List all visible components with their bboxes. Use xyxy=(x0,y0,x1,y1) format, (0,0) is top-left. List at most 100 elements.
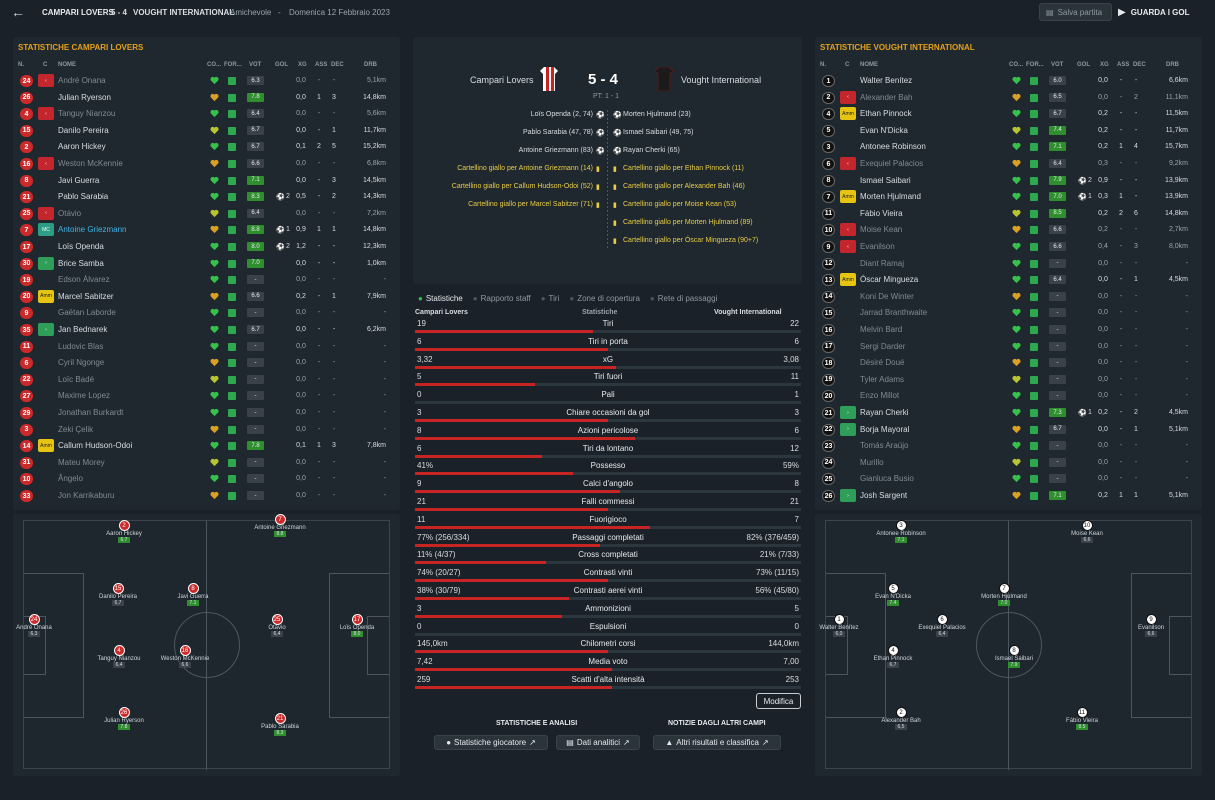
player-row[interactable]: 26 › Josh Sargent 7.1 0,2 1 1 5,1km xyxy=(815,488,1188,504)
player-name[interactable]: Ângelo xyxy=(58,474,83,484)
player-pin[interactable]: 2 Aaron Hickey 6.7 xyxy=(94,520,154,543)
player-name[interactable]: Moise Kean xyxy=(860,225,903,235)
player-row[interactable]: 14 Amm Callum Hudson-Odoi 7.8 0,1 1 3 7,8km xyxy=(13,438,386,454)
tab-rapporto-staff[interactable]: ● Rapporto staff xyxy=(473,294,531,303)
other-results-button[interactable]: ▲ Altri risultati e classifica ↗ xyxy=(653,735,781,750)
edit-stats-button[interactable]: Modifica xyxy=(756,693,801,709)
player-row[interactable]: 1 Walter Benítez 6.0 0,0 - - 6,6km xyxy=(815,73,1188,89)
player-row[interactable]: 25 ‹ Otávio 6.4 0,0 - - 7,2km xyxy=(13,206,386,222)
player-name[interactable]: Jarrad Branthwaite xyxy=(860,308,928,318)
player-row[interactable]: 13 Amm Óscar Mingueza 6.4 0,0 - 1 4,5km xyxy=(815,272,1188,288)
player-pin[interactable]: 9 Evanilson 6,6 xyxy=(1121,614,1181,637)
player-row[interactable]: 20 Enzo Millot - 0,0 - - - xyxy=(815,388,1188,404)
player-name[interactable]: Koni De Winter xyxy=(860,291,914,301)
player-name[interactable]: Loïs Openda xyxy=(58,242,104,251)
player-name[interactable]: Óscar Mingueza xyxy=(860,275,919,285)
player-row[interactable]: 27 Maxime Lopez - 0,0 - - - xyxy=(13,388,386,404)
player-name[interactable]: Mateu Morey xyxy=(58,457,105,467)
player-pin[interactable]: 3 Antonee Robinson 7.1 xyxy=(871,520,931,543)
player-name[interactable]: Antonee Robinson xyxy=(860,142,926,152)
player-pin[interactable]: 16 Weston McKennie 6,6 xyxy=(155,645,215,668)
save-match-button[interactable]: ▤ Salva partita xyxy=(1039,3,1112,21)
watch-goals-button[interactable]: ▶ GUARDA I GOL xyxy=(1118,3,1202,21)
player-name[interactable]: Danilo Pereira xyxy=(58,125,109,135)
player-pin[interactable]: 11 Fábio Vieira 8.5 xyxy=(1052,707,1112,730)
player-pin[interactable]: 25 Otávio 6,4 xyxy=(247,614,307,637)
player-name[interactable]: Melvin Bard xyxy=(860,325,903,334)
player-pin[interactable]: 24 André Onana 6,3 xyxy=(4,614,64,637)
player-name[interactable]: Loïc Badé xyxy=(58,374,95,384)
player-name[interactable]: Morten Hjulmand xyxy=(860,192,921,202)
player-row[interactable]: 11 Fábio Vieira 8.5 0,2 2 6 14,8km xyxy=(815,206,1188,222)
player-row[interactable]: 31 Mateu Morey - 0,0 - - - xyxy=(13,455,386,471)
player-pin[interactable]: 26 Julian Ryerson 7.8 xyxy=(94,707,154,730)
player-pin[interactable]: 7 Morten Hjulmand 7.0 xyxy=(974,583,1034,606)
player-pin[interactable]: 8 Javi Guerra 7.1 xyxy=(163,583,223,606)
player-name[interactable]: Cyril Ngonge xyxy=(58,358,105,368)
player-pin[interactable]: 4 Tanguy Nianzou 6,4 xyxy=(89,645,149,668)
player-name[interactable]: Otávio xyxy=(58,208,82,218)
player-row[interactable]: 6 Cyril Ngonge - 0,0 - - - xyxy=(13,355,386,371)
player-name[interactable]: Rayan Cherki xyxy=(860,408,909,417)
player-name[interactable]: Marcel Sabitzer xyxy=(58,291,114,301)
player-name[interactable]: Maxime Lopez xyxy=(58,391,111,401)
player-name[interactable]: Jan Bednarek xyxy=(58,325,108,334)
player-name[interactable]: André Onana xyxy=(58,76,106,85)
player-name[interactable]: Sergi Darder xyxy=(860,341,906,351)
player-row[interactable]: 2 Aaron Hickey 6.7 0,1 2 5 15,2km xyxy=(13,139,386,155)
player-name[interactable]: Murillo xyxy=(860,457,884,467)
player-name[interactable]: Fábio Vieira xyxy=(860,208,903,218)
player-name[interactable]: Walter Benítez xyxy=(860,76,913,85)
player-pin[interactable]: 5 Evan N'Dicka 7.4 xyxy=(863,583,923,606)
tab-tiri[interactable]: ● Tiri xyxy=(541,294,560,303)
player-row[interactable]: 20 Amm Marcel Sabitzer 6.6 0,2 - 1 7,9km xyxy=(13,289,386,305)
player-row[interactable]: 11 Ludovic Blas - 0,0 - - - xyxy=(13,339,386,355)
player-name[interactable]: Diant Ramaj xyxy=(860,258,905,268)
tab-rete-di-passaggi[interactable]: ● Rete di passaggi xyxy=(650,294,717,303)
player-row[interactable]: 10 Ângelo - 0,0 - - - xyxy=(13,471,386,487)
player-name[interactable]: Julian Ryerson xyxy=(58,92,111,102)
player-name[interactable]: Gianluca Busio xyxy=(860,474,914,484)
player-row[interactable]: 6 ‹ Exequiel Palacios 6.4 0,3 - - 9,2km xyxy=(815,156,1188,172)
player-row[interactable]: 16 ‹ Weston McKennie 6.6 0,0 - - 6,8km xyxy=(13,156,386,172)
player-row[interactable]: 26 Julian Ryerson 7.8 0,0 1 3 14,8km xyxy=(13,90,386,106)
player-pin[interactable]: 1 Walter Benítez 6,0 xyxy=(809,614,869,637)
player-pin[interactable]: 6 Exequiel Palacios 6,4 xyxy=(912,614,972,637)
player-row[interactable]: 3 Antonee Robinson 7.1 0,2 1 4 15,7km xyxy=(815,139,1188,155)
player-row[interactable]: 17 Sergi Darder - 0,0 - - - xyxy=(815,339,1188,355)
player-pin[interactable]: 4 Ethan Pinnock 6,7 xyxy=(863,645,923,668)
player-row[interactable]: 3 Zeki Çelik - 0,0 - - - xyxy=(13,422,386,438)
player-row[interactable]: 4 ‹ Tanguy Nianzou 6.4 0,0 - - 5,6km xyxy=(13,106,386,122)
player-name[interactable]: Callum Hudson-Odoi xyxy=(58,441,133,451)
player-row[interactable]: 9 Gaëtan Laborde - 0,0 - - - xyxy=(13,305,386,321)
player-row[interactable]: 19 Edson Álvarez - 0,0 - - - xyxy=(13,272,386,288)
player-stats-button[interactable]: ● Statistiche giocatore ↗ xyxy=(434,735,548,750)
player-pin[interactable]: 7 Antoine Griezmann 8.8 xyxy=(250,514,310,537)
player-row[interactable]: 15 Jarrad Branthwaite - 0,0 - - - xyxy=(815,305,1188,321)
player-row[interactable]: 29 Jonathan Burkardt - 0,0 - - - xyxy=(13,405,386,421)
player-name[interactable]: Ismael Saibari xyxy=(860,175,911,185)
player-pin[interactable]: 10 Moise Kean 6,6 xyxy=(1057,520,1117,543)
player-pin[interactable]: 17 Loïs Openda 8.0 xyxy=(327,614,387,637)
player-row[interactable]: 35 › Jan Bednarek 6.7 0,0 - - 6,2km xyxy=(13,322,386,338)
player-row[interactable]: 2 ‹ Alexander Bah 6.5 0,0 - 2 11,1km xyxy=(815,90,1188,106)
player-row[interactable]: 9 ‹ Evanilson 6.6 0,4 - 3 8,0km xyxy=(815,239,1188,255)
tab-statistiche[interactable]: ● Statistiche xyxy=(418,294,463,303)
player-name[interactable]: Weston McKennie xyxy=(58,159,123,168)
player-name[interactable]: Zeki Çelik xyxy=(58,424,94,434)
player-name[interactable]: Ludovic Blas xyxy=(58,341,104,351)
tab-zone-di-copertura[interactable]: ● Zone di copertura xyxy=(569,294,640,303)
player-row[interactable]: 18 Désiré Doué - 0,0 - - - xyxy=(815,355,1188,371)
player-row[interactable]: 4 Amm Ethan Pinnock 6.7 0,2 - - 11,5km xyxy=(815,106,1188,122)
player-row[interactable]: 8 Ismael Saibari 7.9 ⚽ 2 0,9 - - 13,9km xyxy=(815,173,1188,189)
player-pin[interactable]: 8 Ismael Saibari 7.9 xyxy=(984,645,1044,668)
player-name[interactable]: Jon Karrikaburu xyxy=(58,491,115,500)
player-row[interactable]: 33 Jon Karrikaburu - 0,0 - - - xyxy=(13,488,386,504)
player-name[interactable]: Tomás Araújo xyxy=(860,441,909,451)
player-row[interactable]: 17 Loïs Openda 8.0 ⚽ 2 1,2 - - 12,3km xyxy=(13,239,386,255)
player-row[interactable]: 12 Diant Ramaj - 0,0 - - - xyxy=(815,256,1188,272)
player-name[interactable]: Pablo Sarabia xyxy=(58,192,109,202)
player-row[interactable]: 15 Danilo Pereira 6.7 0,0 - 1 11,7km xyxy=(13,123,386,139)
player-name[interactable]: Tanguy Nianzou xyxy=(58,109,116,119)
player-name[interactable]: Exequiel Palacios xyxy=(860,159,924,168)
